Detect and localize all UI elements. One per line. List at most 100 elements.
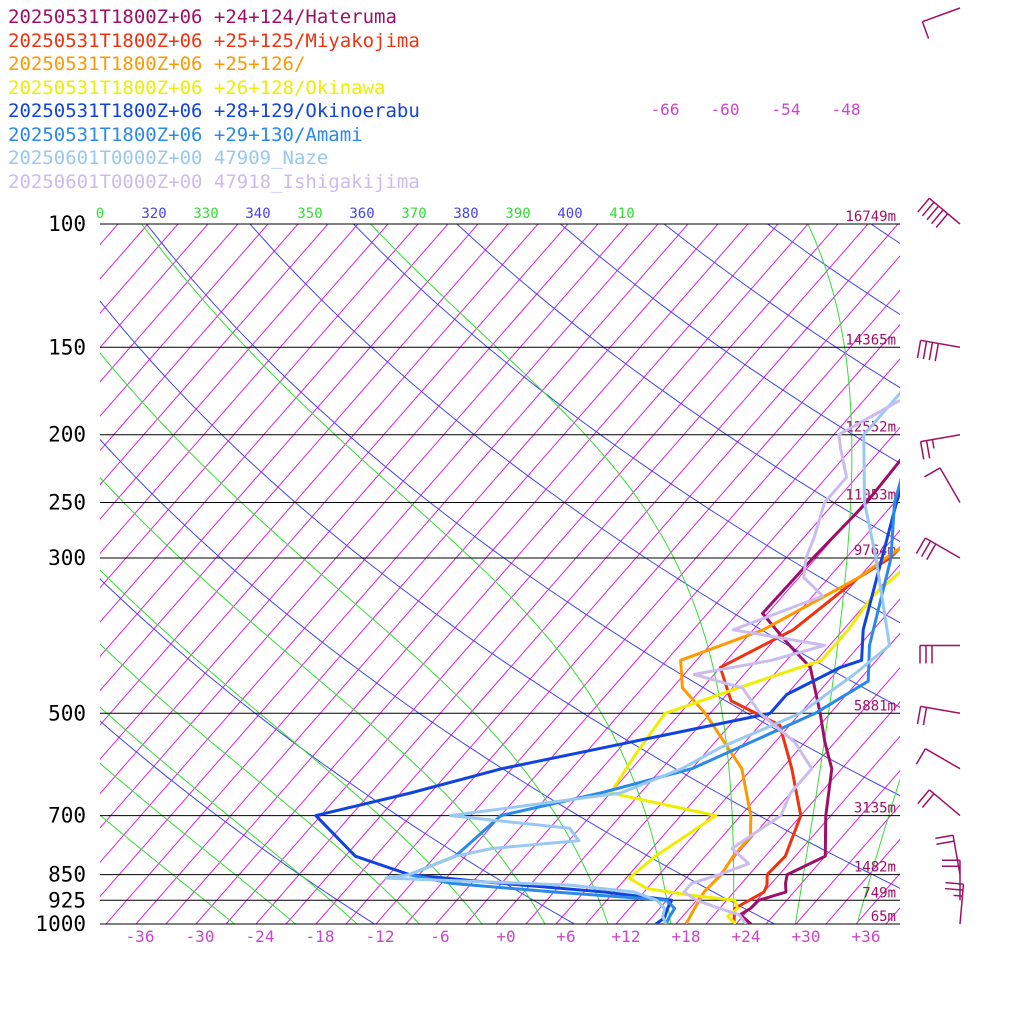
legend-entry: 20250531T1800Z+06 +29+130/Amami: [8, 123, 363, 146]
wind-barb: [916, 339, 961, 362]
legend-entry: 20250531T1800Z+06 +25+126/: [8, 53, 306, 75]
temperature-tick-label: -30: [186, 927, 215, 946]
upper-isotherm-labels: -66 -60 -54 -48: [651, 100, 861, 119]
moist-adiabat: [140, 224, 672, 924]
dry-adiabat: [100, 578, 576, 924]
temperature-profile: [682, 398, 900, 924]
wind-barb: [917, 197, 961, 228]
dry-adiabat-lines: [100, 224, 900, 924]
pressure-label: 200: [48, 423, 86, 447]
height-label: 3135m: [854, 801, 896, 817]
theta-label: 330: [193, 206, 218, 222]
pressure-label: 100: [48, 212, 86, 236]
moist-adiabat-lines: [100, 224, 900, 924]
temperature-profile: [609, 570, 900, 924]
moist-adiabat: [100, 814, 236, 924]
temperature-tick-label: +6: [556, 927, 575, 946]
isotherm-line: [0, 192, 26, 924]
wind-barb: [917, 789, 961, 817]
isotherm-line: [705, 701, 900, 924]
wind-barb: [921, 7, 961, 39]
legend-entry: 20250531T1800Z+06 +24+124/Hateruma: [8, 6, 397, 28]
temperature-tick-label: -18: [306, 927, 335, 946]
isotherm-line: [100, 224, 389, 555]
upper-isotherm-label: -48: [832, 100, 861, 119]
dry-adiabat: [353, 224, 900, 624]
height-label: 16749m: [845, 209, 896, 225]
temperature-tick-label: +12: [612, 927, 641, 946]
legend-entry: 20250601T0000Z+00 47909_Naze: [8, 147, 329, 169]
legend-entry: 20250531T1800Z+06 +28+129/Okinoerabu: [8, 100, 420, 122]
temperature-tick-label: +18: [672, 927, 701, 946]
theta-label: 0: [96, 206, 104, 222]
isotherm-line: [100, 224, 299, 452]
temperature-tick-label: +30: [792, 927, 821, 946]
moist-adiabat: [100, 643, 420, 924]
isotherm-line: [100, 224, 359, 520]
isobar-lines: [100, 223, 900, 925]
isotherm-line: [885, 907, 900, 924]
theta-label: 350: [297, 206, 322, 222]
temperature-profile: [718, 545, 900, 924]
isotherm-line: [585, 564, 900, 924]
isotherm-line: [100, 224, 209, 349]
isotherm-line: [100, 224, 329, 486]
isotherm-line: [615, 598, 900, 924]
moist-adiabat: [100, 762, 297, 924]
temperature-tick-label: +24: [732, 927, 761, 946]
height-label: 14365m: [845, 332, 896, 348]
dry-adiabat: [100, 720, 376, 924]
pressure-label: 250: [48, 491, 86, 515]
dry-adiabat: [249, 224, 900, 708]
wind-barb: [935, 834, 961, 875]
temperature-tick-label: -24: [246, 927, 275, 946]
theta-label: 410: [609, 206, 634, 222]
legend-entry: 20250531T1800Z+06 +25+125/Miyakojima: [8, 29, 420, 52]
dry-adiabat: [100, 438, 776, 924]
moist-adiabat: [100, 706, 358, 924]
pressure-label: 300: [48, 546, 86, 570]
isotherm-line: [916, 192, 1024, 924]
wind-barb: [916, 705, 961, 726]
wind-barb: [915, 748, 961, 770]
height-label: 5881m: [854, 698, 896, 714]
temperature-tick-label: +0: [496, 927, 515, 946]
pressure-label: 1000: [35, 912, 86, 936]
temperature-axis-labels: -36 -30 -24 -18 -12 -6 +0 +6 +12 +18 +24 +30 +36: [126, 927, 881, 946]
theta-label: 390: [505, 206, 530, 222]
dry-adiabat: [456, 224, 900, 543]
moist-adiabat: [794, 224, 853, 924]
dry-adiabat: [100, 300, 900, 889]
isotherm-line: [765, 769, 900, 924]
isotherm-line: [645, 632, 900, 924]
moist-adiabat: [369, 224, 735, 924]
theta-label: 400: [557, 206, 582, 222]
temperature-profile: [314, 485, 900, 924]
pressure-label: 925: [48, 888, 86, 912]
height-label: 65m: [871, 909, 896, 925]
pressure-label: 150: [48, 335, 86, 359]
dry-adiabat: [146, 224, 900, 797]
dry-adiabat: [663, 224, 900, 389]
wind-barb: [915, 537, 961, 560]
temperature-profile: [384, 391, 900, 924]
temperature-tick-label: -36: [126, 927, 155, 946]
temperature-profile: [407, 477, 900, 924]
wind-barbs: [915, 7, 965, 925]
theta-label: 370: [401, 206, 426, 222]
height-label: 749m: [862, 885, 896, 901]
wind-barb: [919, 644, 960, 664]
chart-legend: 20250531T1800Z+06 +24+124/Hateruma 202505…: [8, 6, 420, 194]
isotherm-line: [1006, 192, 1024, 924]
height-label: 1482m: [854, 860, 896, 876]
isotherm-line: [735, 735, 900, 924]
theta-label: 360: [349, 206, 374, 222]
moist-adiabat: [100, 569, 483, 924]
temperature-profiles: [314, 391, 900, 924]
wind-barb: [924, 467, 961, 503]
wind-barb: [919, 433, 961, 460]
isotherm-line: [100, 224, 239, 383]
isotherm-line: [100, 224, 269, 417]
